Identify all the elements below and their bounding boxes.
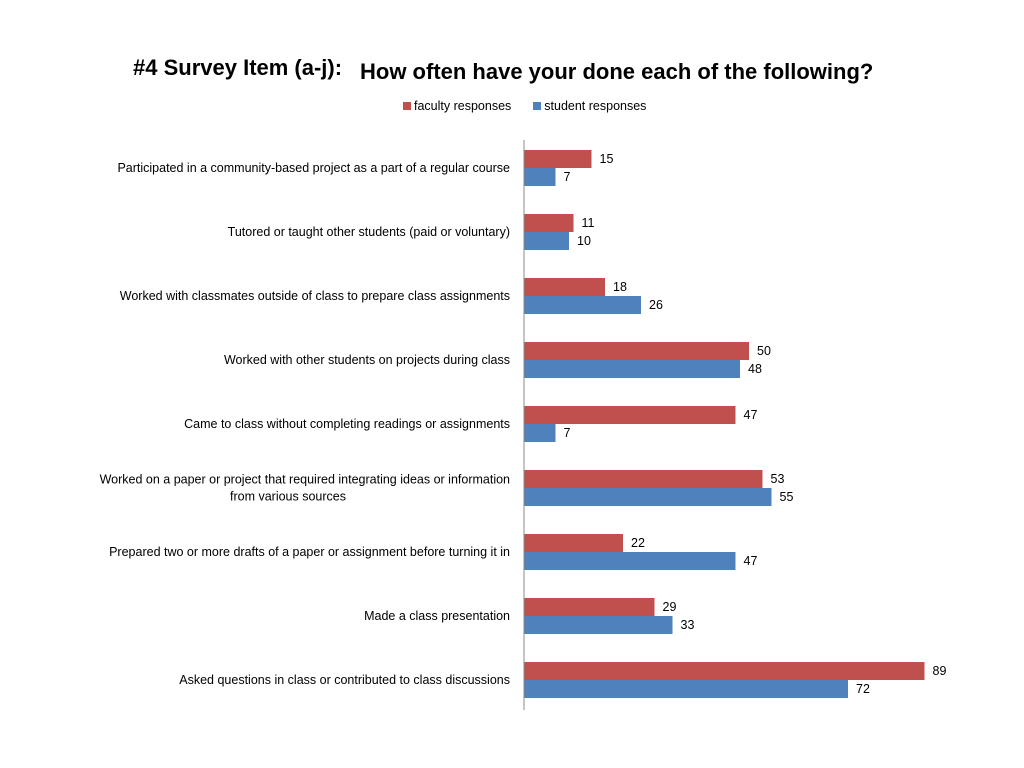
legend-label-student: student responses <box>544 99 647 113</box>
data-label-student: 55 <box>780 490 794 504</box>
category-label: Worked with other students on projects d… <box>224 353 510 367</box>
bar-student <box>524 488 772 506</box>
data-label-student: 72 <box>856 682 870 696</box>
data-label-student: 33 <box>681 618 695 632</box>
data-label-faculty: 22 <box>631 536 645 550</box>
data-label-faculty: 50 <box>757 344 771 358</box>
data-label-faculty: 18 <box>613 280 627 294</box>
bar-student <box>524 424 556 442</box>
category-label: Came to class without completing reading… <box>184 417 510 431</box>
bar-faculty <box>524 598 655 616</box>
bar-student <box>524 552 736 570</box>
category-label: Worked on a paper or project that requir… <box>100 473 510 487</box>
bar-faculty <box>524 150 592 168</box>
bar-student <box>524 232 569 250</box>
bar-student <box>524 616 673 634</box>
data-label-student: 48 <box>748 362 762 376</box>
data-label-student: 7 <box>564 170 571 184</box>
bar-faculty <box>524 406 736 424</box>
legend-label-faculty: faculty responses <box>414 99 512 113</box>
category-label: Tutored or taught other students (paid o… <box>228 225 510 239</box>
legend-swatch-student <box>533 102 542 110</box>
chart-title-prefix: #4 Survey Item (a-j): <box>133 55 343 80</box>
legend-item-student: student responses <box>533 99 646 113</box>
bar-faculty <box>524 470 763 488</box>
data-label-faculty: 53 <box>771 472 785 486</box>
data-label-faculty: 15 <box>600 152 614 166</box>
category-label: Participated in a community-based projec… <box>117 161 510 175</box>
data-label-faculty: 89 <box>933 664 947 678</box>
chart-title: How often have your done each of the fol… <box>360 59 874 84</box>
data-label-student: 26 <box>649 298 663 312</box>
data-label-student: 7 <box>564 426 571 440</box>
bar-faculty <box>524 662 925 680</box>
data-label-faculty: 29 <box>663 600 677 614</box>
bar-faculty <box>524 214 574 232</box>
legend-swatch-faculty <box>403 102 411 110</box>
category-label: Made a class presentation <box>364 609 510 623</box>
bar-faculty <box>524 342 749 360</box>
category-label: Prepared two or more drafts of a paper o… <box>109 545 510 559</box>
bar-student <box>524 680 848 698</box>
legend-item-faculty: faculty responses <box>403 99 511 113</box>
data-label-student: 10 <box>577 234 591 248</box>
data-label-faculty: 47 <box>744 408 758 422</box>
bar-student <box>524 360 740 378</box>
bar-student <box>524 168 556 186</box>
legend: faculty responses student responses <box>403 99 668 113</box>
category-label: Worked with classmates outside of class … <box>120 289 510 303</box>
bar-student <box>524 296 641 314</box>
bar-faculty <box>524 534 623 552</box>
data-label-faculty: 11 <box>582 216 595 230</box>
bar-faculty <box>524 278 605 296</box>
data-label-student: 47 <box>744 554 758 568</box>
category-label: Asked questions in class or contributed … <box>179 673 510 687</box>
category-label: from various sources <box>230 490 346 504</box>
